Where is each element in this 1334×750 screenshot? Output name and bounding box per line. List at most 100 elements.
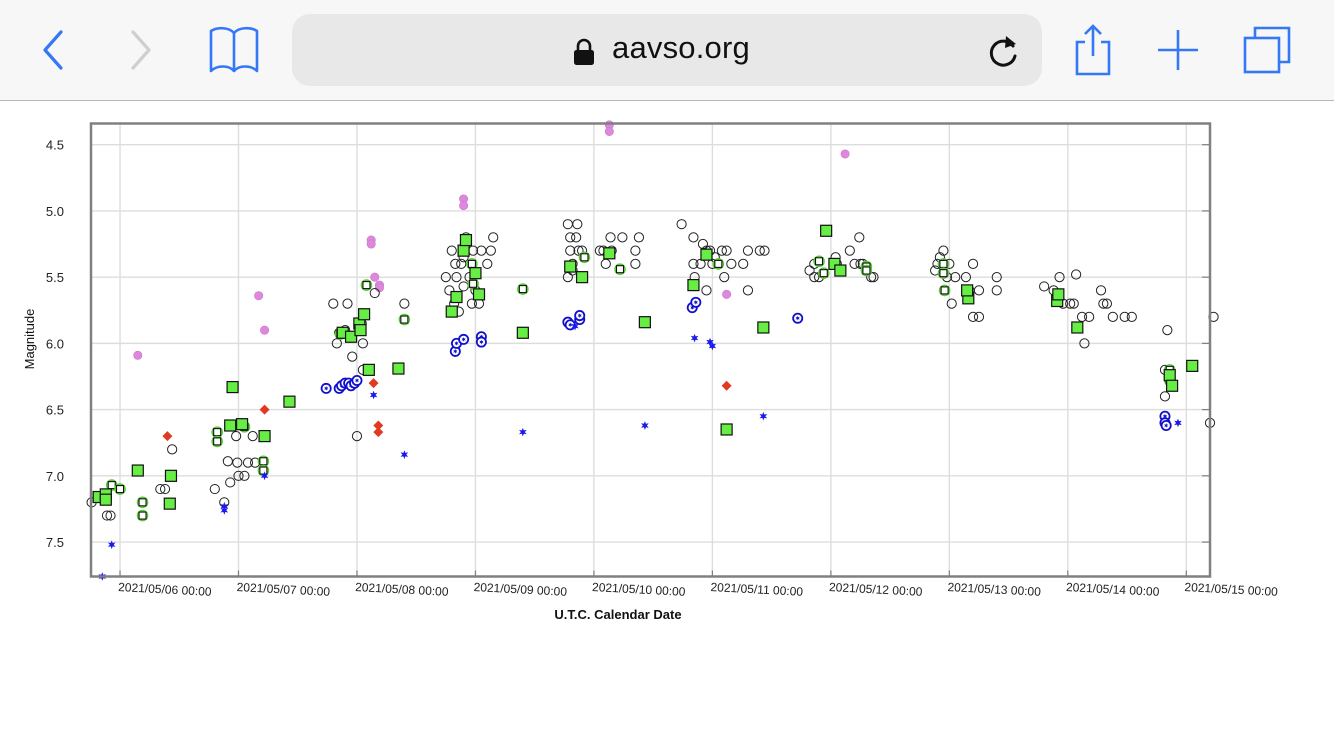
b-band-point	[475, 336, 487, 348]
pink-point	[370, 272, 380, 282]
visual-point	[991, 272, 1002, 283]
small-square	[518, 285, 527, 294]
forward-button[interactable]	[114, 22, 170, 78]
v-band-small-point	[467, 277, 479, 290]
visual-point	[868, 272, 879, 283]
b-band-point	[351, 374, 363, 386]
star-point	[107, 540, 116, 550]
red-diamond-point	[721, 380, 732, 391]
share-button[interactable]	[1065, 22, 1121, 78]
small-square	[862, 266, 871, 275]
visual-point	[101, 510, 113, 521]
star-point	[708, 341, 717, 351]
visual-point	[167, 444, 178, 455]
v-band-point	[700, 248, 713, 261]
v-band-small-point	[860, 264, 873, 277]
green-ring	[817, 267, 830, 279]
green-ring	[712, 258, 725, 270]
pink-point	[459, 201, 469, 211]
inner-star	[795, 315, 800, 321]
data-points	[86, 120, 1219, 581]
v-band-point	[638, 316, 651, 329]
b-band-point	[792, 312, 804, 324]
small-square	[400, 315, 409, 324]
visual-point	[458, 281, 469, 292]
v-band-point	[362, 363, 375, 376]
visual-point	[488, 232, 499, 243]
pink-point	[840, 149, 850, 159]
tabs-button[interactable]	[1240, 22, 1296, 78]
inner-star	[693, 299, 698, 305]
page-content: 4.5 5.0 5.5 6.0 6.5 7.0 7.5 2021/05/06 00:00 20…	[0, 101, 1334, 750]
visual-point	[1107, 311, 1118, 322]
visual-point	[233, 470, 244, 481]
v-band-small-point	[937, 267, 950, 279]
x-tick-label: 2021/05/08 00:00	[355, 580, 449, 599]
visual-point	[225, 477, 236, 488]
green-ring	[114, 483, 126, 495]
visual-point	[1065, 298, 1076, 309]
small-square	[362, 281, 371, 290]
visual-point	[222, 456, 233, 467]
v-band-point	[344, 330, 358, 343]
small-square	[939, 269, 948, 278]
v-band-point	[163, 497, 176, 510]
visual-point	[809, 272, 820, 283]
reload-icon[interactable]	[986, 32, 1020, 70]
star-point	[220, 505, 229, 515]
new-tab-button[interactable]	[1150, 22, 1206, 78]
visual-point	[159, 483, 171, 495]
light-curve-chart: 4.55.05.56.06.57.07.5 2021/05/06 00:00 20…	[22, 120, 1279, 622]
visual-point	[450, 258, 461, 270]
visual-point	[562, 219, 573, 230]
star-point	[260, 471, 269, 481]
x-axis-label: U.T.C. Calendar Date	[554, 607, 681, 622]
visual-point	[1068, 298, 1079, 309]
v-band-point	[357, 308, 371, 321]
visual-point	[571, 232, 582, 243]
visual-point	[844, 245, 855, 256]
star-point	[400, 450, 409, 459]
red-diamond-point	[259, 404, 270, 415]
inner-star	[1164, 423, 1169, 428]
green-ring	[578, 251, 591, 264]
bookmarks-button[interactable]	[206, 22, 262, 78]
star-point	[641, 421, 649, 430]
green-ring	[937, 267, 950, 279]
visual-point	[231, 430, 242, 442]
visual-point	[854, 232, 865, 243]
star-point	[519, 427, 527, 437]
small-square	[259, 466, 268, 475]
visual-point	[967, 311, 979, 322]
v-band-small-point	[817, 267, 830, 279]
visual-point	[351, 430, 363, 442]
green-ring	[136, 496, 149, 509]
v-band-small-point	[136, 509, 149, 522]
small-square	[940, 286, 949, 295]
address-bar[interactable]: aavso.org	[292, 14, 1042, 86]
small-square	[213, 428, 222, 437]
visual-point	[688, 232, 699, 243]
visual-point	[105, 510, 116, 521]
b-band-point	[574, 310, 586, 322]
small-square	[819, 269, 828, 278]
v-band-small-point	[360, 279, 373, 291]
small-square	[259, 457, 268, 466]
visual-point	[630, 245, 641, 256]
back-button[interactable]	[24, 22, 80, 78]
v-band-point	[224, 419, 237, 432]
red-diamond-point	[162, 431, 173, 442]
visual-point	[1079, 338, 1090, 349]
v-band-small-point	[938, 284, 951, 297]
visual-point	[456, 258, 467, 270]
visual-point	[676, 219, 687, 230]
inner-star	[690, 305, 695, 310]
visual-point	[701, 285, 712, 296]
v-band-small-point	[517, 283, 529, 295]
v-band-point	[1071, 321, 1084, 334]
visual-point	[342, 298, 353, 309]
visual-point	[617, 232, 628, 243]
visual-point	[804, 265, 815, 276]
visual-point	[232, 457, 243, 468]
visual-point	[239, 470, 250, 481]
